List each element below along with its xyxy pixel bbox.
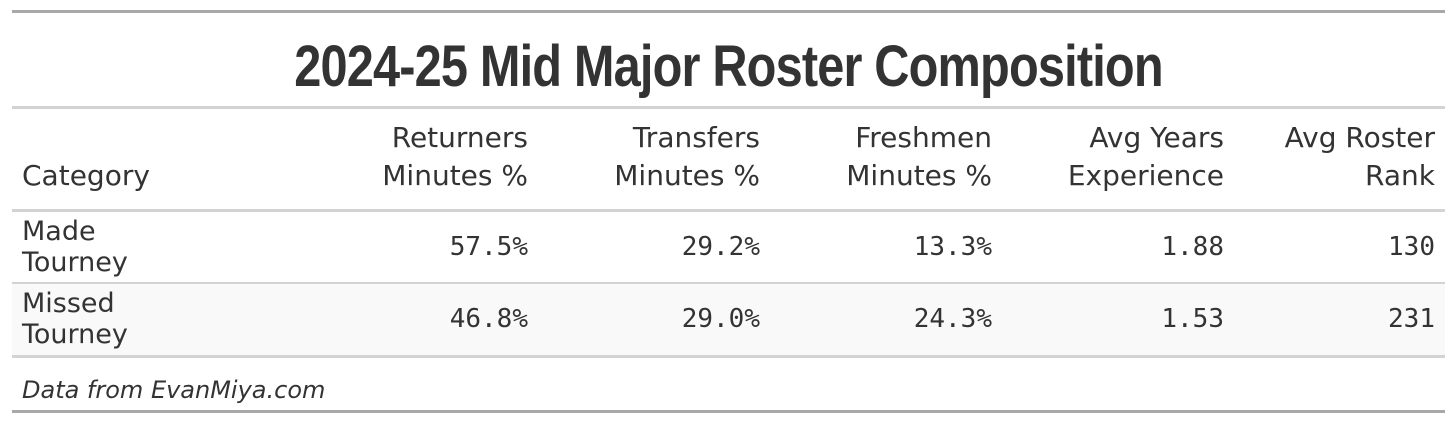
column-header-line: Freshmen (855, 120, 992, 154)
table-title: 2024-25 Mid Major Roster Composition (294, 34, 1163, 99)
column-header-avg-years: Avg Years Experience (1002, 109, 1234, 212)
table-cell: 1.88 (1002, 210, 1234, 284)
table-cell: 1.53 (1002, 283, 1234, 358)
column-header-line: Minutes % (614, 158, 760, 192)
table-cell-category: Made Tourney (12, 210, 212, 284)
column-header-line: Category (22, 158, 150, 192)
column-header-line: Transfers (632, 120, 760, 154)
table-row: Missed Tourney 46.8% 29.0% 24.3% 1.53 23… (12, 283, 1445, 358)
column-header-transfers: Transfers Minutes % (538, 109, 770, 212)
column-header-category: Category (12, 109, 212, 212)
table-cell: 29.0% (538, 283, 770, 358)
title-rule (12, 106, 1445, 109)
table-cell: 24.3% (770, 283, 1002, 358)
top-rule (12, 10, 1445, 13)
column-header-line: Avg Years (1089, 120, 1224, 154)
table-cell: 29.2% (538, 210, 770, 284)
table-cell: 130 (1234, 210, 1445, 284)
column-header-line: Avg Roster (1284, 120, 1435, 154)
source-note: Data from EvanMiya.com (22, 376, 326, 404)
table-cell-category: Missed Tourney (12, 283, 212, 358)
column-header-line: Returners (391, 120, 528, 154)
column-header-returners: Returners Minutes % (212, 109, 538, 212)
column-header-avg-rank: Avg Roster Rank (1234, 109, 1445, 212)
table-cell: 46.8% (212, 283, 538, 358)
table-cell: 57.5% (212, 210, 538, 284)
column-header-line: Minutes % (382, 158, 528, 192)
table-row: Made Tourney 57.5% 29.2% 13.3% 1.88 130 (12, 210, 1445, 284)
column-header-line: Rank (1365, 158, 1435, 192)
table-frame: 2024-25 Mid Major Roster Composition Cat… (12, 10, 1445, 413)
column-header-freshmen: Freshmen Minutes % (770, 109, 1002, 212)
table-cell: 13.3% (770, 210, 1002, 284)
column-header-line: Minutes % (846, 158, 992, 192)
column-header-line: Experience (1067, 158, 1224, 192)
header-row: Category Returners Minutes % Transfers M… (12, 109, 1445, 212)
table-cell: 231 (1234, 283, 1445, 358)
data-table: Category Returners Minutes % Transfers M… (12, 109, 1445, 358)
bottom-rule (12, 410, 1445, 413)
